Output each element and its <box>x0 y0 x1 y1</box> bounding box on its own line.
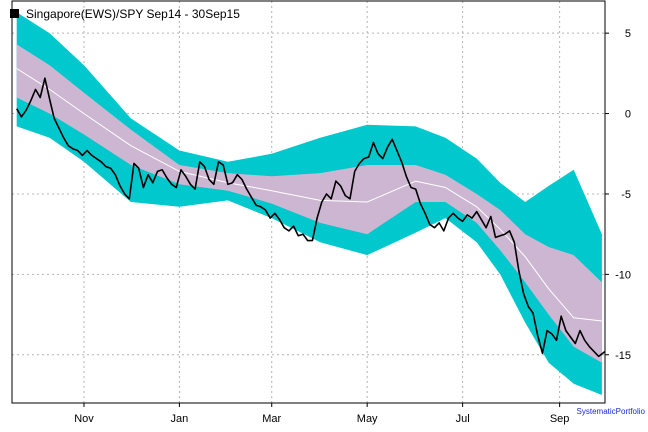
y-tick-label: 0 <box>625 109 631 121</box>
x-tick-label: May <box>357 413 378 425</box>
axis-ticks: Nov Jan Mar May Jul Sep 5 0 -5 -10 -15 <box>74 28 631 425</box>
x-tick-label: Jan <box>171 413 189 425</box>
y-tick-label: -15 <box>615 350 631 362</box>
x-tick-label: Mar <box>262 413 281 425</box>
y-tick-label: 5 <box>625 28 631 40</box>
y-tick-label: -5 <box>621 189 631 201</box>
bands <box>16 12 602 396</box>
x-tick-label: Nov <box>74 413 94 425</box>
x-tick-label: Sep <box>550 413 570 425</box>
legend-marker <box>10 9 19 18</box>
x-tick-label: Jul <box>456 413 470 425</box>
inner-band <box>16 44 602 363</box>
y-tick-label: -10 <box>615 269 631 281</box>
series-lines <box>16 77 605 358</box>
median-line <box>16 68 602 322</box>
plot-frame <box>11 0 606 404</box>
legend: Singapore(EWS)/SPY Sep14 - 30Sep15 <box>10 7 240 21</box>
credit-text: SystematicPortfolio <box>577 407 646 416</box>
legend-label: Singapore(EWS)/SPY Sep14 - 30Sep15 <box>26 7 240 21</box>
price-line <box>16 77 605 358</box>
